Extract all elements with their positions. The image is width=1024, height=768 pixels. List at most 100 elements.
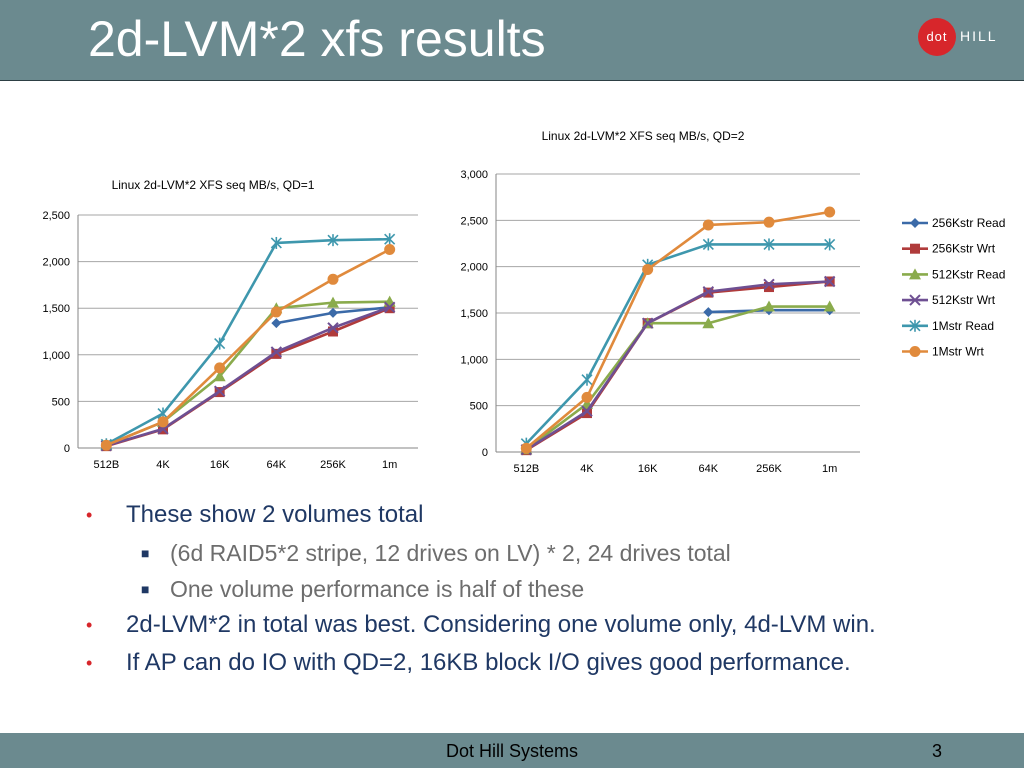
series-1mstr-wrt: [520, 206, 836, 454]
series-line: [525, 280, 830, 451]
y-tick-label: 2,500: [460, 215, 488, 227]
data-point: [702, 285, 715, 298]
legend-entry: 1Mstr Read: [902, 319, 994, 333]
data-point: [328, 326, 338, 337]
bullet-text: These show 2 volumes total: [126, 501, 424, 528]
data-point: [581, 373, 593, 386]
data-point: [763, 278, 775, 290]
chart-title: Linux 2d-LVM*2 XFS seq MB/s, QD=1: [112, 178, 315, 192]
series-line: [105, 306, 391, 447]
x-tick-label: 16K: [638, 463, 658, 475]
bullet-text: 2d-LVM*2 in total was best. Considering …: [126, 611, 876, 638]
data-point: [702, 238, 714, 251]
data-point: [763, 300, 775, 312]
legend-entry: 1Mstr Wrt: [902, 345, 984, 359]
legend-label: 1Mstr Read: [932, 319, 994, 333]
bullet-text: If AP can do IO with QD=2, 16KB block I/…: [126, 649, 851, 676]
logo-hill-text: HILL: [960, 28, 998, 44]
sub-bullet-item: ■ (6d RAID5*2 stripe, 12 drives on LV) * …: [86, 538, 926, 568]
data-point: [384, 243, 396, 255]
x-tick-label: 512B: [93, 459, 119, 471]
chart-qd2: Linux 2d-LVM*2 XFS seq MB/s, QD=2 0 500 1,0…: [440, 120, 1020, 490]
data-point: [157, 416, 169, 428]
data-point: [328, 307, 338, 318]
x-tick-label: 512B: [513, 463, 539, 475]
y-tick-label: 1,000: [42, 350, 70, 362]
data-point: [763, 216, 775, 228]
y-tick-label: 3,000: [460, 169, 488, 181]
x-tick-label: 64K: [699, 463, 719, 475]
legend-entry: 512Kstr Read: [902, 267, 1005, 281]
data-point: [824, 238, 836, 251]
x-tick-label: 1m: [382, 459, 397, 471]
legend-label: 512Kstr Wrt: [932, 293, 996, 307]
y-tick-label: 0: [64, 443, 70, 455]
y-tick-label: 1,000: [460, 354, 488, 366]
legend-marker: [910, 218, 920, 228]
data-point: [582, 408, 592, 419]
legend-entry: 512Kstr Wrt: [902, 293, 996, 307]
data-point: [270, 236, 282, 249]
data-point: [214, 362, 226, 374]
data-point: [213, 385, 226, 397]
legend-marker: [909, 319, 921, 332]
data-point: [327, 296, 339, 308]
bullet-dot-icon: •: [86, 653, 93, 673]
data-point: [327, 234, 339, 247]
y-tick-label: 500: [470, 401, 488, 413]
sub-bullet-text: One volume performance is half of these: [170, 576, 585, 602]
data-point: [214, 337, 226, 350]
y-tick-label: 2,000: [42, 257, 70, 269]
series-line: [525, 210, 830, 450]
legend-marker: [909, 268, 921, 280]
data-point: [384, 233, 396, 246]
series-line: [105, 248, 391, 447]
chart-qd1: Linux 2d-LVM*2 XFS seq MB/s, QD=1 0 500 1,0…: [40, 165, 430, 485]
series-line: [525, 305, 830, 451]
data-point: [383, 301, 396, 313]
y-tick-label: 0: [482, 447, 488, 459]
series-line: [105, 237, 390, 446]
x-tick-label: 16K: [210, 459, 230, 471]
bullet-item: • 2d-LVM*2 in total was best. Considering…: [86, 610, 926, 640]
x-tick-label: 1m: [822, 463, 837, 475]
y-tick-label: 2,500: [42, 210, 70, 222]
bullet-dot-icon: •: [86, 505, 93, 525]
data-point: [642, 263, 654, 275]
x-tick-label: 4K: [580, 463, 594, 475]
line-chart: Linux 2d-LVM*2 XFS seq MB/s, QD=1 0 500 1,0…: [42, 178, 418, 471]
series-512kstr-wrt: [520, 275, 836, 456]
title-bar: 2d-LVM*2 xfs results dot HILL: [0, 0, 1024, 81]
data-point: [271, 318, 282, 329]
data-point: [641, 317, 654, 329]
series-line: [105, 306, 391, 448]
series-512kstr-read: [520, 300, 836, 455]
data-point: [213, 370, 226, 382]
bullet-list: • These show 2 volumes total ■ (6d RAID5*2…: [86, 500, 926, 686]
data-point: [702, 219, 714, 231]
data-point: [270, 306, 282, 318]
legend-label: 512Kstr Read: [932, 267, 1005, 281]
square-bullet-icon: ■: [141, 581, 150, 597]
data-point: [520, 442, 532, 454]
data-point: [824, 206, 836, 218]
legend-label: 1Mstr Wrt: [932, 345, 984, 359]
data-point: [270, 346, 283, 358]
x-tick-label: 256K: [756, 463, 782, 475]
series-line: [525, 243, 830, 445]
y-tick-label: 1,500: [42, 303, 70, 315]
bullet-dot-icon: •: [86, 615, 93, 635]
square-bullet-icon: ■: [141, 545, 150, 561]
sub-bullet-item: ■ One volume performance is half of these: [86, 574, 926, 604]
y-tick-label: 2,000: [460, 262, 488, 274]
data-point: [703, 307, 714, 318]
data-point: [764, 282, 774, 293]
logo-dot-text: dot: [926, 29, 948, 44]
legend-marker: [909, 346, 921, 357]
slide-title: 2d-LVM*2 xfs results: [88, 11, 546, 67]
sub-bullet-text: (6d RAID5*2 stripe, 12 drives on LV) * 2…: [170, 540, 731, 566]
bullet-item: • If AP can do IO with QD=2, 16KB block I…: [86, 648, 926, 678]
legend-label: 256Kstr Read: [932, 216, 1005, 230]
data-point: [327, 273, 339, 285]
legend-marker: [909, 294, 921, 306]
